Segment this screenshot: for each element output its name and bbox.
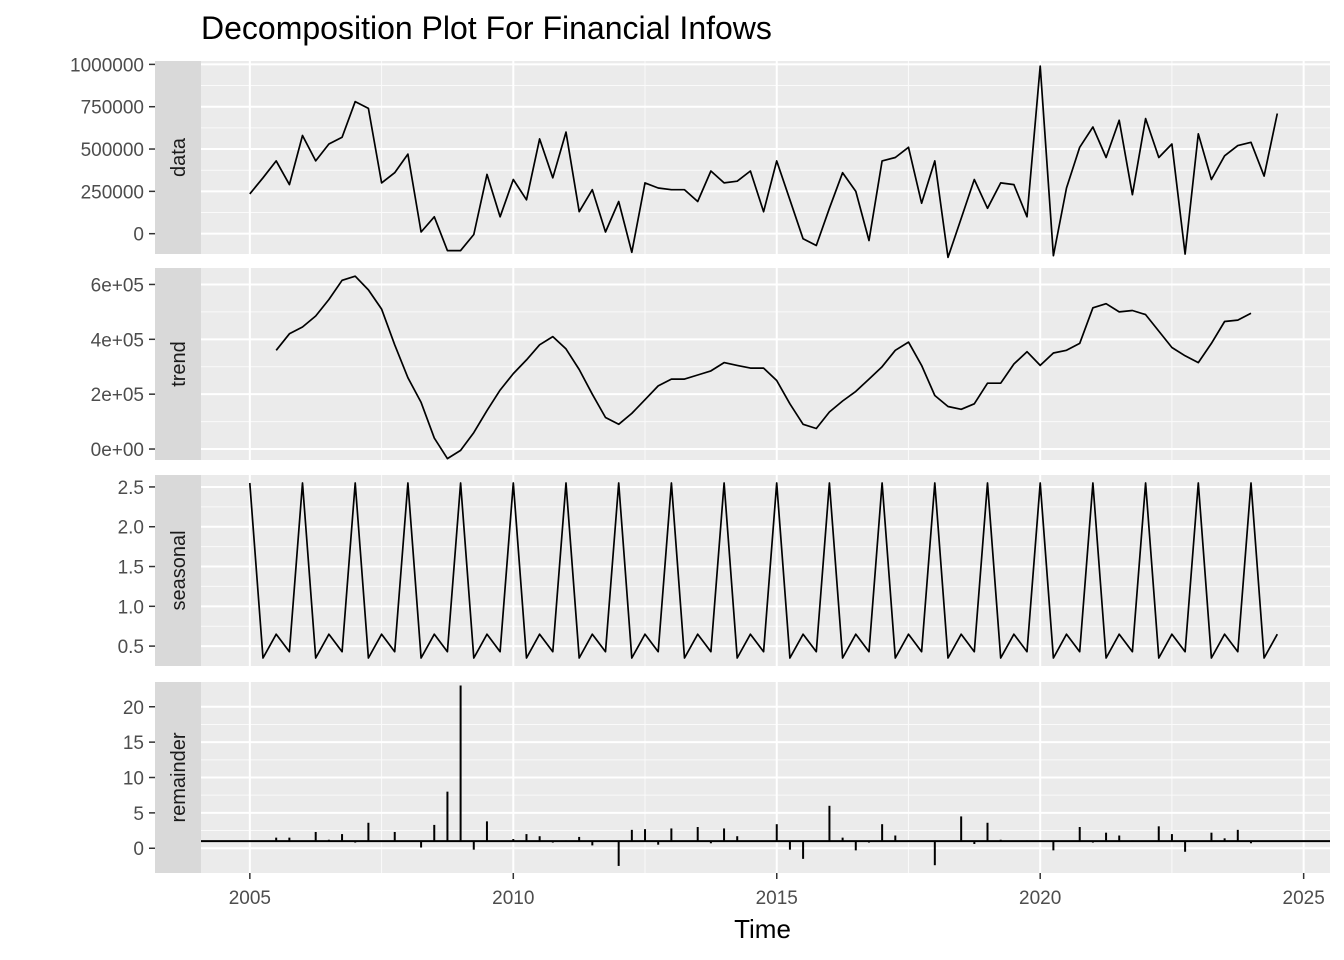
y-tick-label: 2.5 [118, 478, 144, 499]
x-axis-label: Time [734, 914, 791, 944]
y-tick-label: 1.5 [118, 558, 144, 579]
facet-strip [155, 268, 201, 460]
x-tick-label: 2010 [492, 888, 534, 909]
y-tick-label: 250000 [81, 182, 144, 203]
y-tick-label: 0 [133, 839, 144, 860]
y-tick-label: 750000 [81, 98, 144, 119]
y-tick-label: 500000 [81, 140, 144, 161]
strip-label-trend: trend [168, 341, 190, 387]
y-tick-label: 4e+05 [91, 330, 144, 351]
y-tick-label: 1000000 [70, 55, 144, 76]
y-tick-label: 2e+05 [91, 385, 144, 406]
facet-strip [155, 61, 201, 254]
y-tick-label: 5 [133, 804, 144, 825]
strip-label-data: data [168, 137, 190, 177]
y-tick-label: 20 [123, 698, 144, 719]
y-tick-label: 2.0 [118, 518, 144, 539]
x-tick-label: 2020 [1019, 888, 1061, 909]
y-tick-label: 6e+05 [91, 275, 144, 296]
data-series-line [249, 65, 1279, 259]
trend-series-line [275, 275, 1252, 460]
y-tick-label: 15 [123, 733, 144, 754]
panel-background [155, 268, 1330, 460]
facet-strip [155, 682, 201, 873]
strip-label-remainder: remainder [168, 732, 190, 822]
seasonal-series-line [248, 482, 1279, 659]
facet-strip [155, 475, 201, 666]
strip-label-seasonal: seasonal [168, 530, 190, 610]
y-tick-label: 0e+00 [91, 440, 144, 461]
panel-remainder: remainder 0 5 10 15 20 2005 2010 2015 2020 2025 [123, 682, 1330, 909]
chart-title: Decomposition Plot For Financial Infows [201, 10, 772, 46]
panel-data: data 0 250000 500000 750000 1000000 [70, 55, 1330, 259]
x-tick-label: 2025 [1283, 888, 1325, 909]
x-tick-label: 2005 [229, 888, 271, 909]
panel-background [155, 61, 1330, 254]
panel-trend: trend 0e+00 2e+05 4e+05 6e+05 [91, 268, 1330, 461]
y-tick-label: 0.5 [118, 637, 144, 658]
y-tick-label: 0 [133, 225, 144, 246]
y-tick-label: 1.0 [118, 597, 144, 618]
y-tick-label: 10 [123, 769, 144, 790]
panel-seasonal: seasonal 0.5 1.0 1.5 2.0 2.5 [118, 475, 1330, 666]
x-tick-label: 2015 [756, 888, 798, 909]
